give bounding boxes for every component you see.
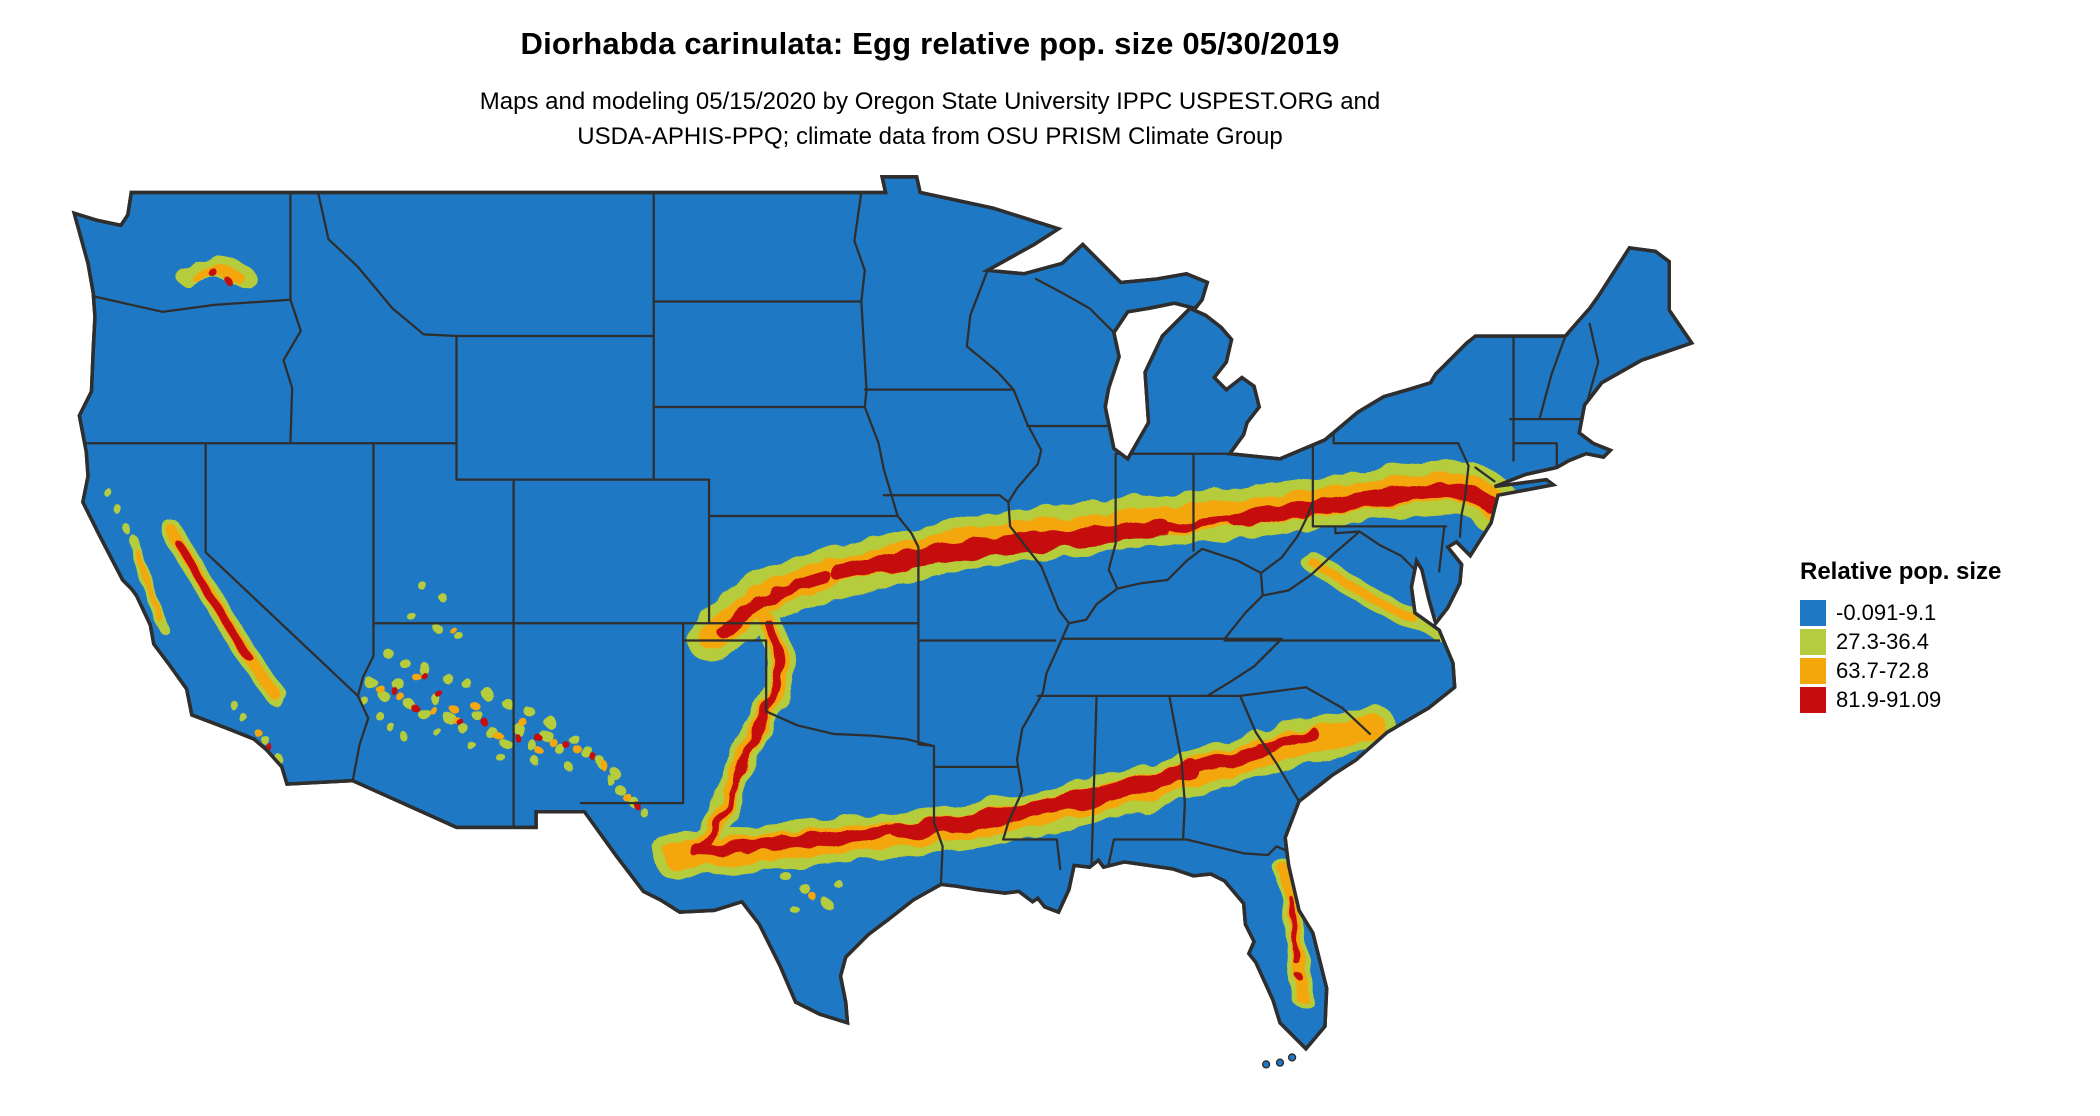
legend-label: -0.091-9.1 bbox=[1836, 600, 1937, 625]
legend-item: -0.091-9.1 bbox=[1800, 600, 2001, 626]
us-map-svg bbox=[72, 175, 1694, 1069]
legend-swatch-green bbox=[1800, 629, 1826, 655]
legend-swatch-blue bbox=[1800, 600, 1826, 626]
legend-label: 81.9-91.09 bbox=[1836, 687, 1942, 712]
legend-swatch-orange bbox=[1800, 658, 1826, 684]
legend-item: 81.9-91.09 bbox=[1800, 687, 2001, 713]
page-title: Diorhabda carinulata: Egg relative pop. … bbox=[520, 26, 1340, 61]
legend-swatch-red bbox=[1800, 687, 1826, 713]
legend-item: 63.7-72.8 bbox=[1800, 658, 2001, 684]
legend-item: 27.3-36.4 bbox=[1800, 629, 2001, 655]
us-map bbox=[24, 163, 1754, 1080]
us-base-fill bbox=[72, 175, 1694, 1051]
legend: Relative pop. size -0.091-9.1 27.3-36.4 … bbox=[1800, 558, 2001, 716]
page-subtitle: Maps and modeling 05/15/2020 by Oregon S… bbox=[0, 84, 1860, 154]
legend-label: 27.3-36.4 bbox=[1836, 629, 1929, 654]
florida-keys bbox=[1261, 1053, 1297, 1069]
subtitle-line-1: Maps and modeling 05/15/2020 by Oregon S… bbox=[479, 88, 1381, 115]
legend-title: Relative pop. size bbox=[1800, 558, 2002, 585]
speckles-red bbox=[209, 269, 1497, 980]
legend-label: 63.7-72.8 bbox=[1836, 658, 1929, 683]
legend-items: -0.091-9.1 27.3-36.4 63.7-72.8 81.9-91.0… bbox=[1800, 600, 2001, 713]
state-borders bbox=[81, 191, 1600, 886]
subtitle-line-2: USDA-APHIS-PPQ; climate data from OSU PR… bbox=[577, 123, 1283, 150]
speckles-orange bbox=[255, 626, 817, 901]
